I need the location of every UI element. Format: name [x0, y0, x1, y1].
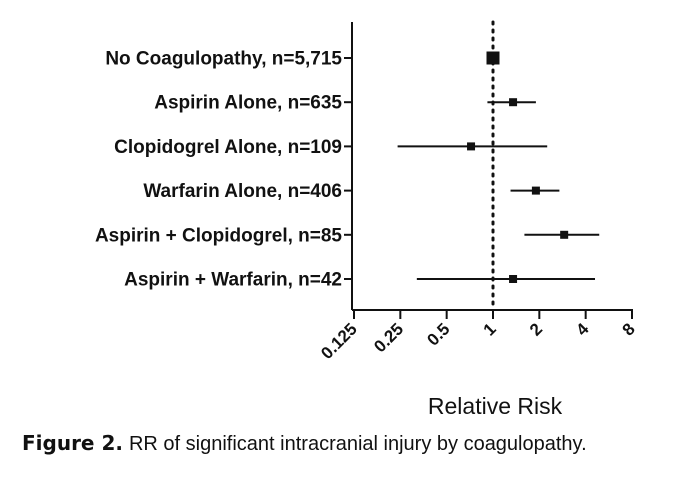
estimate-point — [467, 142, 476, 151]
figure-caption: Figure 2. RR of significant intracranial … — [22, 430, 682, 457]
figure-caption-text: RR of significant intracranial injury by… — [128, 433, 587, 455]
x-tick-label: 0.5 — [423, 319, 453, 349]
category-label: Clopidogrel Alone, n=109 — [114, 137, 342, 158]
category-label: Aspirin + Clopidogrel, n=85 — [95, 225, 342, 246]
category-label: Aspirin + Warfarin, n=42 — [124, 270, 342, 291]
x-tick-label: 4 — [572, 319, 593, 340]
category-label: No Coagulopathy, n=5,715 — [105, 49, 342, 70]
x-tick-label: 1 — [480, 319, 500, 339]
estimate-point — [509, 275, 518, 283]
estimate-point — [531, 186, 540, 195]
estimate-point — [560, 230, 569, 239]
forest-plot: Relative Risk No Coagulopathy, n=5,715 As… — [95, 20, 639, 419]
category-label: Warfarin Alone, n=406 — [143, 181, 342, 202]
figure-label: Figure 2. — [22, 431, 123, 455]
estimate-point — [509, 98, 518, 107]
category-label: Aspirin Alone, n=635 — [154, 93, 342, 114]
x-tick-label: 8 — [619, 319, 639, 339]
x-tick-label: 0.125 — [317, 319, 361, 363]
x-tick-label: 2 — [526, 319, 546, 339]
estimate-point — [486, 51, 500, 65]
x-tick-label: 0.25 — [370, 319, 407, 356]
x-axis-title: Relative Risk — [428, 393, 563, 419]
